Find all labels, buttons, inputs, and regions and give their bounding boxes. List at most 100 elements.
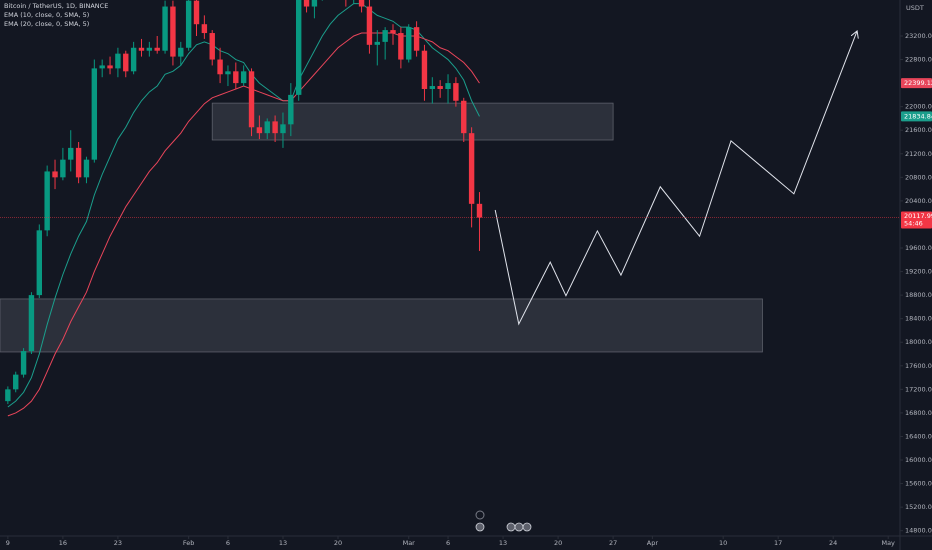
candle-body <box>445 83 451 89</box>
candle-body <box>280 124 286 134</box>
candle-body <box>154 47 160 51</box>
y-tick-label: 22800.00 <box>905 56 932 64</box>
candle-body <box>13 374 19 390</box>
x-tick-label: 23 <box>114 539 122 547</box>
candle-body <box>461 100 467 134</box>
candle-body <box>390 30 396 34</box>
candle-body <box>303 0 310 7</box>
candle-body <box>170 6 176 57</box>
ema-price-label: 22399.12 <box>904 79 932 87</box>
candle-body <box>288 94 294 125</box>
zone <box>211 102 614 141</box>
y-tick-label: 19600.00 <box>905 244 932 252</box>
last-price-tag <box>901 211 932 229</box>
y-tick-label: 15200.00 <box>905 503 932 511</box>
candle-body <box>240 71 247 84</box>
symbol-title: Bitcoin / TetherUS, 1D, BINANCE <box>4 2 108 10</box>
candle-body <box>264 121 270 134</box>
candle-body <box>421 50 428 89</box>
candle-body <box>201 24 208 34</box>
candle-body <box>75 147 82 178</box>
legend-ema10: EMA (10, close, 0, SMA, 5) <box>4 11 89 19</box>
candle-body <box>123 53 129 72</box>
x-tick-label: 13 <box>499 539 507 547</box>
candle-body <box>99 65 105 69</box>
y-tick-label: 17200.00 <box>905 385 932 393</box>
event-markers <box>475 510 532 532</box>
candle-body <box>366 6 373 45</box>
candle-body <box>429 86 436 89</box>
zone <box>0 298 763 353</box>
y-tick-label: 16400.00 <box>905 432 932 440</box>
candle-body <box>162 6 168 51</box>
y-tick-label: 17600.00 <box>905 362 932 370</box>
event-icon <box>522 522 532 532</box>
last-price-label: 20117.99 <box>904 212 932 220</box>
candle-body <box>311 0 318 7</box>
axes: 23200.00 22800.00 22000.00 21600.00 21200.00… <box>6 32 932 547</box>
y-tick-label: 20800.00 <box>905 173 932 181</box>
candle-body <box>453 83 459 101</box>
y-tick-label: 19200.00 <box>905 268 932 276</box>
candle-body <box>406 27 412 60</box>
x-tick-label: 10 <box>719 539 727 547</box>
y-tick-label: 14800.00 <box>905 527 932 535</box>
candle-body <box>83 159 90 178</box>
x-tick-label: 6 <box>446 539 450 547</box>
y-tick-label: 18000.00 <box>905 338 932 346</box>
ema-price-label: 21834.84 <box>904 112 932 120</box>
candle-body <box>374 41 380 45</box>
y-tick-label: 18400.00 <box>905 315 932 323</box>
candle-body <box>146 47 153 51</box>
candle-body <box>382 30 388 42</box>
x-tick-label: 13 <box>279 539 287 547</box>
candle-body <box>91 68 98 160</box>
x-tick-label: 27 <box>609 539 617 547</box>
x-tick-label: Feb <box>183 539 195 547</box>
candle-body <box>60 159 66 178</box>
legend-ema20: EMA (20, close, 0, SMA, 5) <box>4 20 89 28</box>
candle-body <box>413 27 420 51</box>
x-tick-label: 6 <box>226 539 230 547</box>
candle-body <box>295 0 302 95</box>
x-tick-label: 9 <box>6 539 10 547</box>
y-tick-label: 20400.00 <box>905 197 932 205</box>
candle-body <box>193 0 200 25</box>
x-tick-label: 17 <box>774 539 782 547</box>
candle-body <box>476 203 483 218</box>
candle-body <box>256 127 263 134</box>
candle-body <box>185 0 192 48</box>
currency-label: USDT <box>906 4 924 12</box>
candle-body <box>52 171 58 178</box>
candle-body <box>107 65 113 69</box>
event-icon <box>506 522 516 532</box>
y-tick-label: 18800.00 <box>905 291 932 299</box>
ema-price-tag <box>901 111 932 122</box>
event-icon <box>475 522 485 532</box>
candle-body <box>44 171 50 231</box>
ema-price-tag <box>901 78 932 89</box>
candle-body <box>178 47 184 57</box>
y-tick-label: 22000.00 <box>905 103 932 111</box>
candle-body <box>468 133 475 204</box>
candle-body <box>272 121 278 134</box>
y-tick-label: 15600.00 <box>905 480 932 488</box>
candle-body <box>115 53 121 69</box>
candle-body <box>358 0 365 7</box>
candle-body <box>248 71 255 128</box>
event-icon <box>514 522 524 532</box>
x-tick-label: 16 <box>59 539 67 547</box>
candle-body <box>130 47 137 72</box>
event-icon <box>475 510 485 520</box>
x-tick-label: 20 <box>334 539 342 547</box>
x-tick-label: Apr <box>647 539 659 547</box>
x-tick-label: 20 <box>554 539 562 547</box>
candle-body <box>28 295 35 352</box>
y-tick-label: 16800.00 <box>905 409 932 417</box>
y-tick-label: 21200.00 <box>905 150 932 158</box>
candle-body <box>5 389 11 402</box>
candle-body <box>437 86 443 89</box>
countdown-label: 54:46 <box>904 219 923 227</box>
x-tick-label: May <box>881 539 895 547</box>
